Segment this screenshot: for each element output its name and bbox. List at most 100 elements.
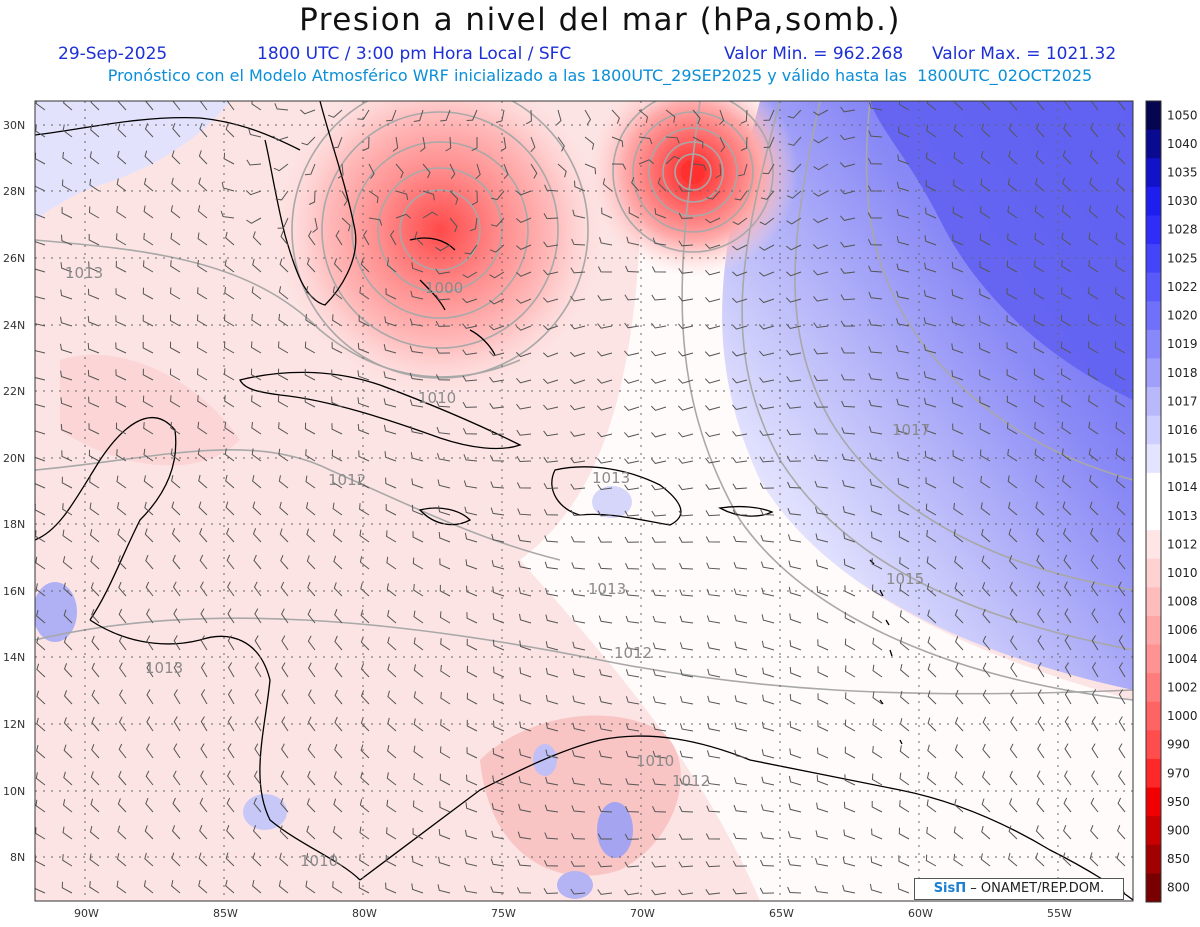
wind-barb [1063,554,1072,570]
wind-barb [868,265,883,273]
min-value: Valor Min. = 962.268 [724,44,904,64]
wind-barb [414,231,424,246]
wind-barb [35,403,46,408]
wind-barb [842,884,856,894]
wind-barb [1090,554,1099,570]
wind-barb [61,881,73,894]
wind-barb [308,190,316,205]
wind-barb [1117,554,1126,570]
lon-label: 90W [74,907,99,920]
wind-barb [490,217,505,227]
wind-barb [817,747,829,759]
wind-barb [116,178,127,192]
wind-barb [334,609,343,624]
isobar-label: 1013 [145,659,183,677]
wind-barb [868,399,883,408]
wind-barb [359,826,370,840]
colorbar-label: 1000 [1167,709,1198,723]
wind-barb [733,535,748,543]
wind-barb [1007,475,1018,489]
wind-barb [955,636,964,651]
wind-barb [678,484,694,491]
wind-barb [896,398,910,408]
wind-barb [598,589,613,597]
wind-barb [363,230,370,246]
wind-barb [542,297,559,303]
wind-barb [923,290,937,300]
colorbar-swatch [1146,186,1161,216]
wind-barb [413,773,424,786]
wind-barb [1091,581,1099,597]
wind-barb [952,476,964,489]
colorbar-label: 1010 [1167,566,1198,580]
wind-barb [867,158,883,165]
wind-barb [871,531,883,543]
wind-barb [624,350,640,357]
wind-barb [273,163,289,172]
wind-barb [490,886,505,894]
wind-barb [704,378,721,384]
wind-barb [89,476,100,489]
wind-barb [813,270,829,276]
wind-barb [252,231,262,246]
wind-barb [360,744,370,759]
wind-barb [253,554,262,570]
wind-barb [556,109,562,126]
wind-barb [925,477,937,489]
wind-barb [61,234,73,246]
wind-barb [328,109,343,118]
wind-barb [491,830,505,840]
wind-barb [570,888,586,895]
wind-barb [652,805,667,813]
isobar-label: 1010 [300,852,338,870]
wind-barb [740,136,748,151]
wind-barb [979,315,991,327]
colorbar-label: 1017 [1167,394,1198,408]
wind-barb [872,691,883,705]
wind-barb [118,581,127,597]
colorbar-swatch [1146,816,1161,846]
wind-barb [515,325,532,331]
wind-barb [489,376,505,383]
wind-barb [252,825,262,840]
wind-barb [332,881,343,894]
wind-barb [657,177,667,192]
wind-barb [899,745,910,759]
wind-barb [980,151,991,165]
colorbar-swatch [1146,101,1161,131]
wind-barb [927,690,937,705]
wind-barb [679,562,694,570]
wind-barb [517,831,532,840]
wind-barb [35,268,46,273]
wind-barb [1009,743,1018,759]
wind-barb [360,717,370,732]
wind-barb [715,163,722,179]
wind-barb [733,777,748,786]
wind-barb [1035,528,1045,543]
wind-barb [1116,150,1126,165]
wind-barb [571,805,586,813]
wind-barb [359,854,370,867]
wind-barb [571,562,586,570]
wind-barb [171,150,181,165]
wind-barb [732,457,748,464]
wind-barb [36,609,46,624]
wind-barb [170,421,181,435]
wind-barb [493,720,505,732]
wind-barb [493,693,505,705]
wind-barb [335,230,343,246]
wind-barb [462,375,478,382]
wind-barb [1091,662,1099,678]
wind-barb [872,718,883,732]
colorbar-label: 900 [1167,823,1190,837]
wind-barb [519,667,532,678]
wind-barb [759,430,775,436]
wind-barb [390,230,397,246]
wind-barb [871,558,883,570]
wind-barb [704,217,721,224]
isobar-label: 1012 [672,772,710,790]
wind-barb [611,109,620,124]
wind-barb [226,528,235,543]
wind-barb [979,261,991,273]
wind-barb [679,778,694,786]
